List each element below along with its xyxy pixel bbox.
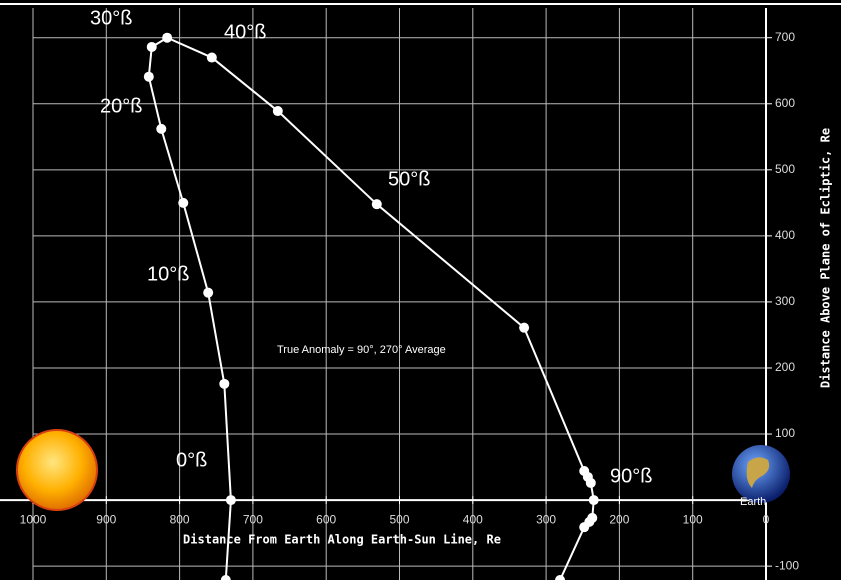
x-tick-label: 200 [609,512,629,526]
x-tick-label: 800 [170,512,190,526]
orbit-point [146,41,157,52]
x-tick-label: 700 [243,512,263,526]
annotation: Earth [740,496,766,508]
y-tick-label: 200 [775,360,795,374]
y-tick-label: 700 [775,30,795,44]
plot-area [143,32,599,580]
x-axis-title: Distance From Earth Along Earth-Sun Line… [183,533,501,547]
x-tick-label: 400 [463,512,483,526]
y-tick-label: 100 [775,426,795,440]
orbit-point [588,495,599,506]
orbit-point [219,378,230,389]
x-tick-label: 600 [316,512,336,526]
orbit-point [225,495,236,506]
y-tick-label: 400 [775,228,795,242]
annotation: 10°ß [147,263,189,285]
orbit-point [272,106,283,117]
orbit-point [519,322,530,333]
orbit-point [206,52,217,63]
y-tick-label: 500 [775,162,795,176]
orbit-point [371,199,382,210]
sun-icon [16,429,98,511]
orbit-point [220,575,231,580]
annotation: True Anomaly = 90°, 270° Average [277,344,446,356]
orbit-point [579,522,590,533]
annotation: 50°ß [388,168,430,190]
orbit-point [143,71,154,82]
earth-icon [732,445,790,503]
annotation: 0°ß [176,449,207,471]
x-tick-label: 900 [96,512,116,526]
y-tick-label: 300 [775,294,795,308]
y-tick-label: -100 [775,558,799,572]
x-tick-label: 100 [683,512,703,526]
annotation: 40°ß [224,21,266,43]
x-tick-label: 0 [763,512,770,526]
orbit-point [156,123,167,134]
x-tick-label: 1000 [20,512,47,526]
orbit-point [178,197,189,208]
orbit-point [162,32,173,43]
orbit-point [585,477,596,488]
x-tick-label: 300 [536,512,556,526]
orbit-point [203,287,214,298]
orbit-point [555,575,566,580]
annotation: 20°ß [100,95,142,117]
y-tick-label: 600 [775,96,795,110]
y-axis-title: Distance Above Plane of Ecliptic, Re [819,128,833,388]
annotation: 30°ß [90,7,132,29]
annotation: 90°ß [610,465,652,487]
x-tick-label: 500 [389,512,409,526]
